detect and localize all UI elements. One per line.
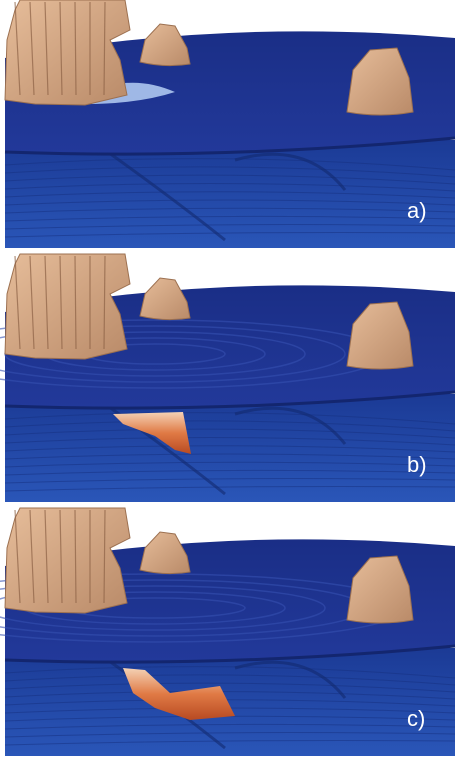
page: a)b)c) (() => { const data = JSON.parse(… bbox=[0, 0, 460, 759]
figure: a) b) c) bbox=[0, 0, 460, 759]
panel: a) bbox=[5, 0, 455, 248]
panel-label: b) bbox=[407, 452, 427, 477]
panel-label: c) bbox=[407, 706, 425, 731]
panel: c) bbox=[0, 508, 455, 756]
island-middle bbox=[140, 278, 190, 320]
island-middle bbox=[140, 24, 190, 66]
panel: b) bbox=[0, 254, 455, 502]
island-middle bbox=[140, 532, 190, 574]
island-left bbox=[5, 254, 130, 359]
panel-label: a) bbox=[407, 198, 427, 223]
island-left bbox=[5, 508, 130, 613]
island-left bbox=[5, 0, 130, 105]
